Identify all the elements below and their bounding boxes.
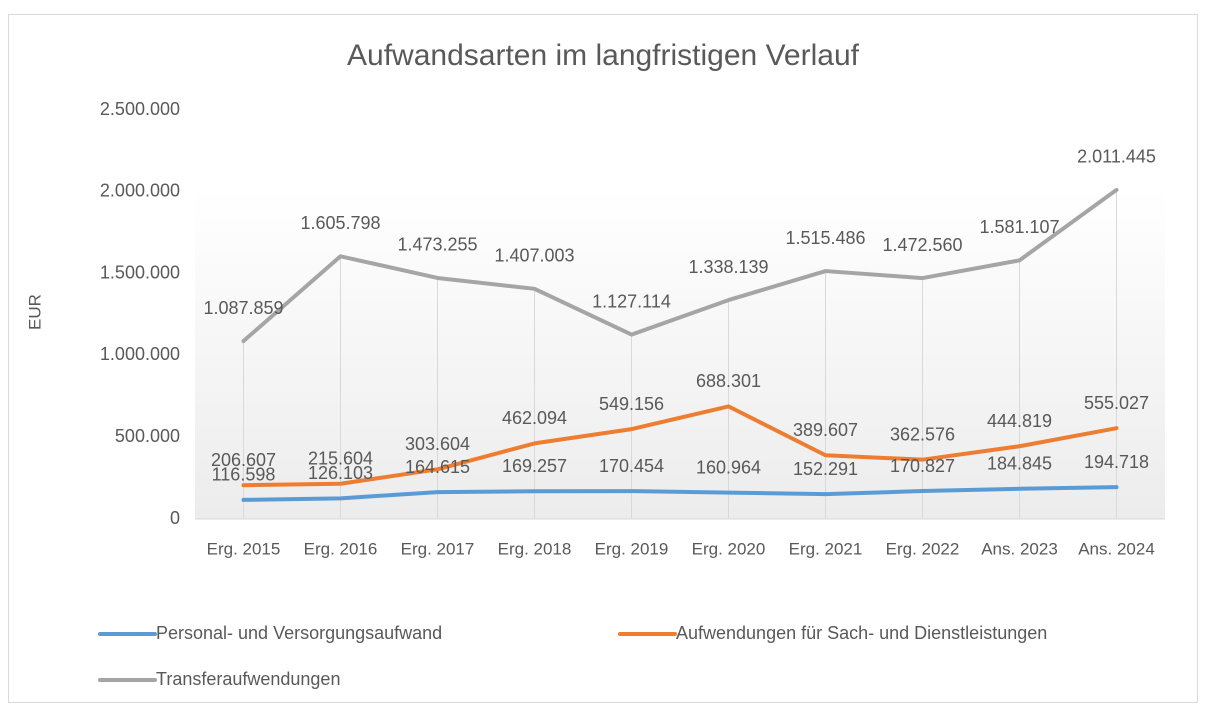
- legend-label: Personal- und Versorgungsaufwand: [156, 623, 442, 643]
- y-tick-label: 1.500.000: [100, 262, 180, 282]
- data-label: 170.827: [890, 456, 955, 476]
- x-tick-label: Erg. 2021: [789, 539, 863, 558]
- data-label: 206.607: [211, 450, 276, 470]
- data-label: 116.598: [212, 465, 276, 485]
- data-label: 194.718: [1084, 452, 1149, 472]
- x-tick-label: Erg. 2015: [207, 539, 281, 558]
- y-tick-label: 2.000.000: [100, 181, 180, 201]
- y-tick-label: 1.000.000: [100, 344, 180, 364]
- data-label: 184.845: [987, 454, 1052, 474]
- x-tick-label: Erg. 2019: [595, 539, 669, 558]
- plot-background: [195, 190, 1165, 519]
- x-tick-label: Erg. 2020: [692, 539, 766, 558]
- data-label: 2.011.445: [1077, 147, 1156, 167]
- data-label: 1.407.003: [494, 246, 574, 266]
- x-tick-label: Ans. 2024: [1078, 539, 1155, 558]
- data-label: 1.581.107: [979, 217, 1059, 237]
- legend-label: Transferaufwendungen: [156, 669, 340, 689]
- data-label: 389.607: [793, 420, 858, 440]
- data-label: 462.094: [502, 408, 567, 428]
- data-label: 126.103: [308, 463, 373, 483]
- data-label: 215.604: [308, 448, 373, 468]
- data-label: 555.027: [1084, 393, 1149, 413]
- series-line: [241, 485, 1119, 502]
- data-label: 1.515.486: [785, 228, 865, 248]
- data-label: 444.819: [987, 411, 1052, 431]
- legend-label: Aufwendungen für Sach- und Dienstleistun…: [676, 623, 1047, 643]
- y-axis-label: EUR: [25, 294, 44, 330]
- data-label: 1.338.139: [688, 257, 768, 277]
- x-tick-label: Erg. 2017: [401, 539, 475, 558]
- y-tick-label: 2.500.000: [100, 99, 180, 119]
- data-label: 169.257: [502, 456, 567, 476]
- x-tick-label: Ans. 2023: [981, 539, 1058, 558]
- data-label: 1.127.114: [592, 291, 671, 311]
- data-label: 152.291: [793, 459, 858, 479]
- chart-title: Aufwandsarten im langfristigen Verlauf: [347, 39, 860, 72]
- data-label: 170.454: [599, 456, 664, 476]
- y-tick-label: 0: [170, 508, 180, 528]
- data-label: 362.576: [890, 424, 955, 444]
- data-label: 1.472.560: [882, 235, 962, 255]
- data-label: 164.615: [405, 457, 470, 477]
- data-label: 1.473.255: [397, 235, 477, 255]
- series-line: [241, 404, 1119, 488]
- x-tick-label: Erg. 2016: [304, 539, 378, 558]
- x-tick-label: Erg. 2022: [886, 539, 960, 558]
- series-line: [241, 187, 1119, 344]
- data-label: 303.604: [405, 434, 470, 454]
- data-label: 160.964: [696, 457, 761, 477]
- y-tick-label: 500.000: [115, 426, 180, 446]
- data-label: 549.156: [599, 394, 664, 414]
- data-label: 1.605.798: [300, 213, 380, 233]
- data-label: 1.087.859: [203, 298, 283, 318]
- x-tick-label: Erg. 2018: [498, 539, 572, 558]
- data-label: 688.301: [696, 371, 761, 391]
